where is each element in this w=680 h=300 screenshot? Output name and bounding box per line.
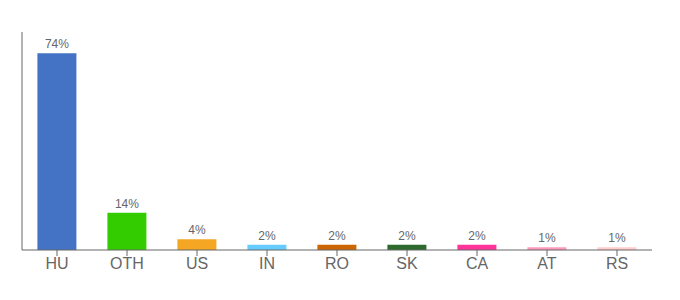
svg-text:AT: AT [537,255,556,272]
svg-text:SK: SK [396,255,418,272]
svg-text:2%: 2% [468,229,486,243]
svg-text:RS: RS [606,255,628,272]
svg-text:4%: 4% [188,223,206,237]
svg-text:OTH: OTH [110,255,144,272]
svg-text:HU: HU [45,255,68,272]
svg-text:2%: 2% [258,229,276,243]
svg-text:74%: 74% [45,37,69,51]
svg-text:14%: 14% [115,197,139,211]
svg-text:RO: RO [325,255,349,272]
svg-text:IN: IN [259,255,275,272]
svg-text:CA: CA [466,255,489,272]
svg-text:1%: 1% [608,231,626,245]
svg-text:1%: 1% [538,231,556,245]
svg-text:US: US [186,255,208,272]
svg-text:2%: 2% [328,229,346,243]
svg-text:2%: 2% [398,229,416,243]
